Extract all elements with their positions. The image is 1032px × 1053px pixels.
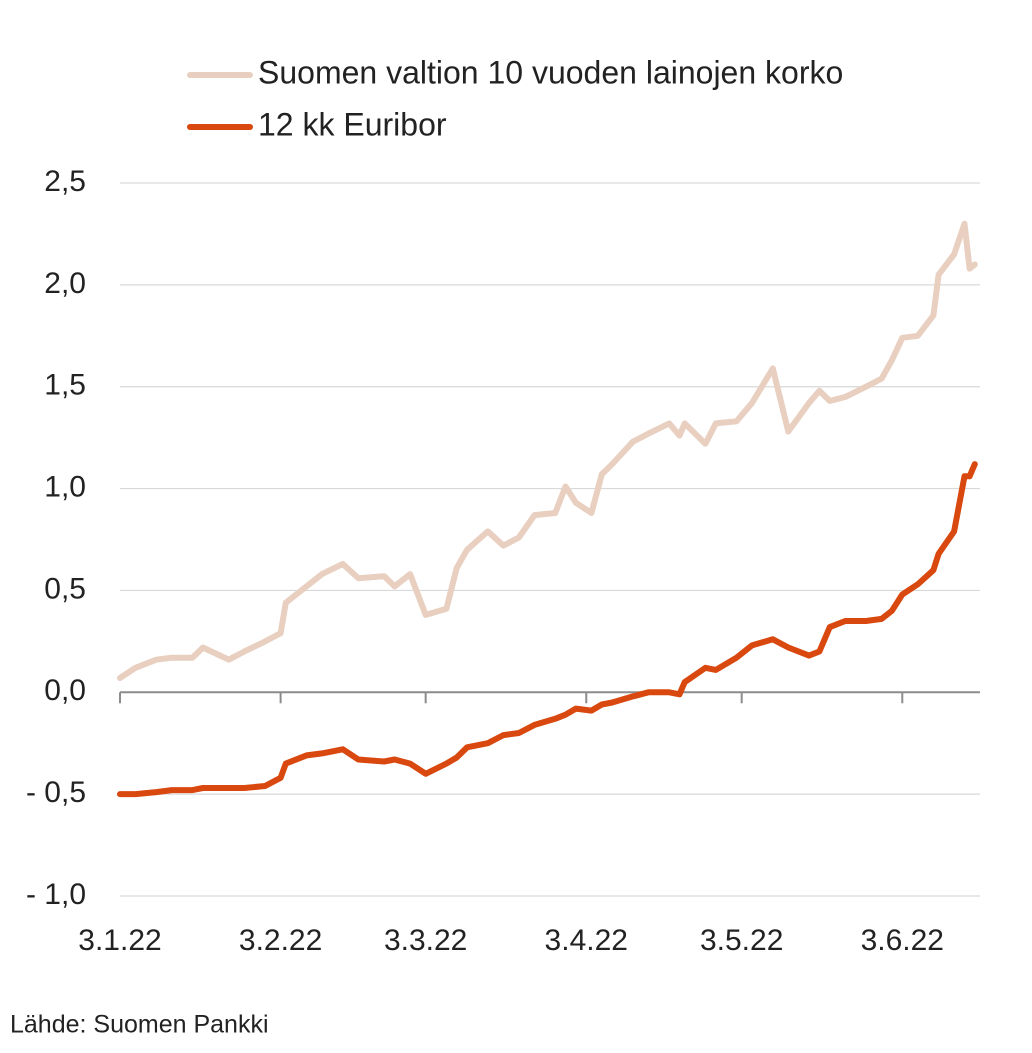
- x-tick-label: 3.4.22: [545, 924, 628, 957]
- y-tick-label: - 1,0: [26, 878, 86, 911]
- x-tick-label: 3.1.22: [78, 924, 161, 957]
- line-series: [117, 220, 978, 681]
- line-series: [117, 461, 978, 798]
- x-tick-label: 3.6.22: [861, 924, 944, 957]
- x-tick-label: 3.5.22: [700, 924, 783, 957]
- y-tick-label: 1,5: [44, 369, 86, 402]
- y-tick-label: - 0,5: [26, 776, 86, 809]
- y-tick-label: 0,0: [44, 674, 86, 707]
- legend-label: 12 kk Euribor: [258, 106, 447, 142]
- y-tick-label: 0,5: [44, 572, 86, 605]
- x-tick-label: 3.3.22: [384, 924, 467, 957]
- y-tick-label: 2,5: [44, 165, 86, 198]
- y-tick-label: 1,0: [44, 470, 86, 503]
- x-tick-label: 3.2.22: [239, 924, 322, 957]
- source: Lähde: Suomen Pankki: [10, 1011, 269, 1039]
- y-tick-label: 2,0: [44, 267, 86, 300]
- legend-label: Suomen valtion 10 vuoden lainojen korko: [258, 54, 843, 90]
